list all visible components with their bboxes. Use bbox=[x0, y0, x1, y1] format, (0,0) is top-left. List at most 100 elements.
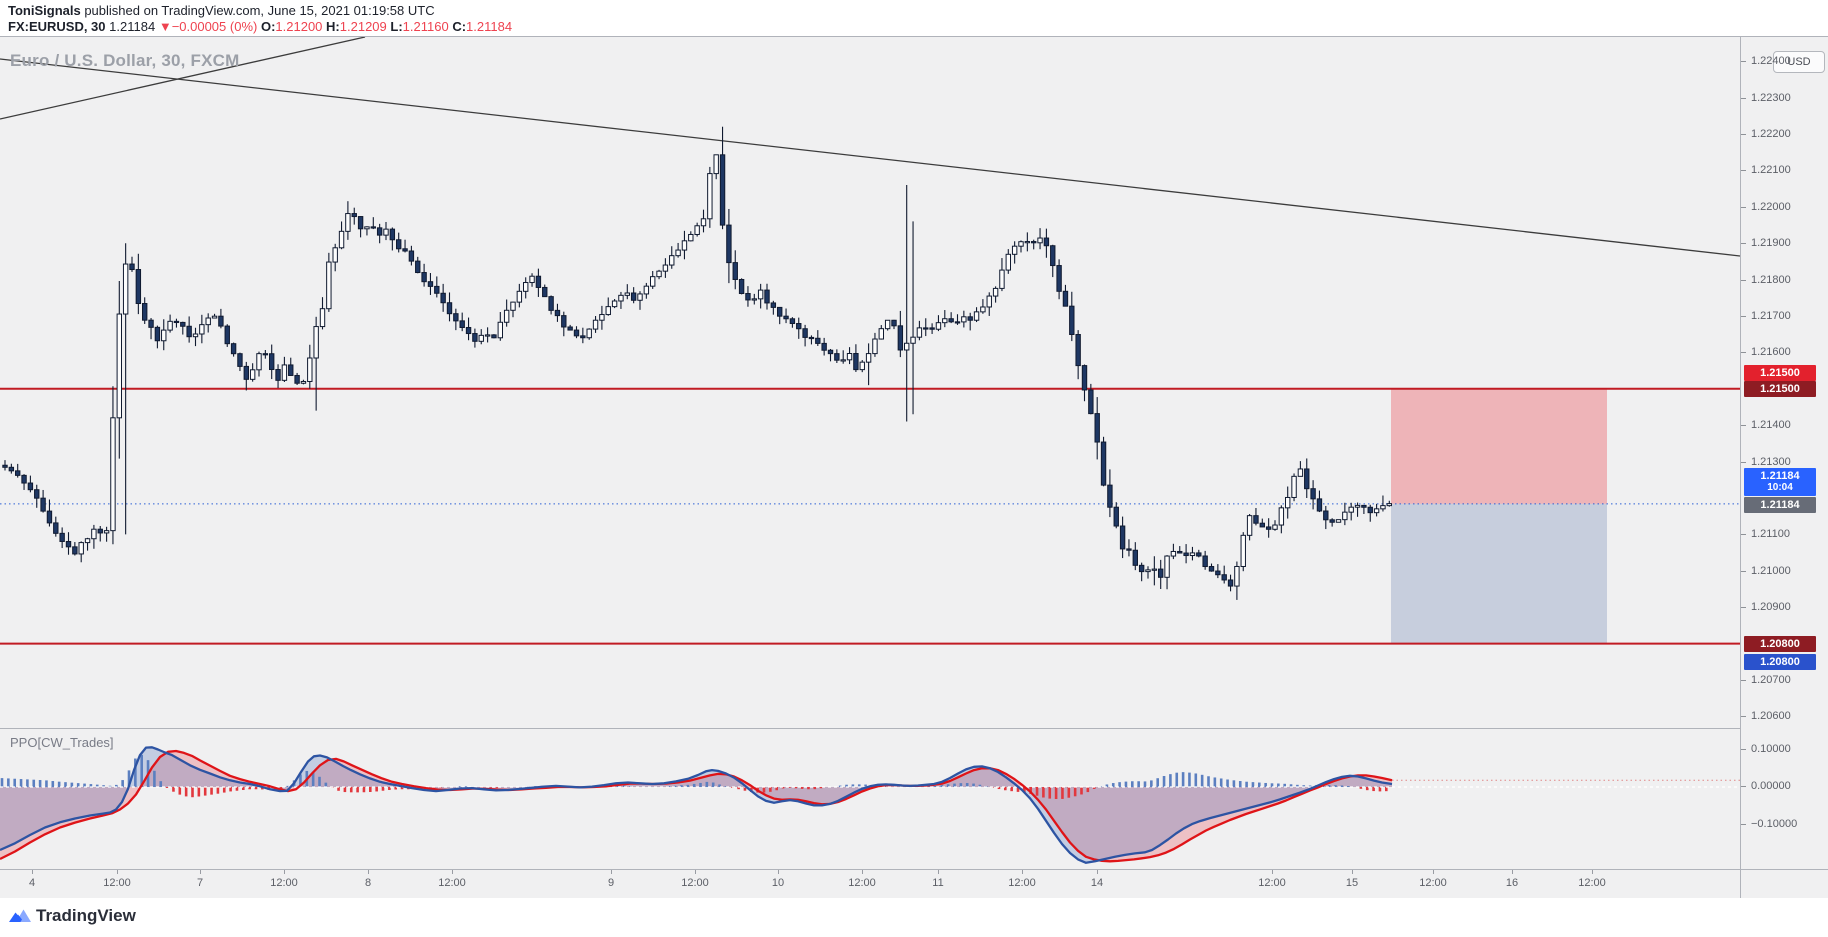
candle-up bbox=[84, 537, 91, 551]
histogram-bar-positive bbox=[108, 785, 112, 787]
candle-up bbox=[707, 166, 713, 228]
price-badge: 1.21500 bbox=[1744, 364, 1816, 381]
histogram-bar-negative bbox=[489, 787, 493, 788]
histogram-bar-negative bbox=[280, 787, 283, 789]
price-tick bbox=[1741, 134, 1746, 135]
histogram-bar-positive bbox=[1137, 781, 1140, 787]
histogram-bar-positive bbox=[464, 786, 467, 787]
time-tick bbox=[778, 870, 779, 874]
candle-down bbox=[65, 532, 72, 555]
candle-down bbox=[218, 308, 224, 329]
indicator-axis-label: −0.10000 bbox=[1751, 817, 1798, 830]
time-tick bbox=[1352, 870, 1353, 874]
price-tick bbox=[1741, 607, 1746, 609]
candle-down bbox=[929, 323, 935, 334]
candle-up bbox=[1278, 505, 1285, 534]
candle-down bbox=[542, 284, 548, 298]
candle-down bbox=[1196, 549, 1202, 558]
histogram-bar-positive bbox=[1143, 781, 1147, 787]
candle-down bbox=[827, 348, 834, 362]
candle-down bbox=[834, 349, 840, 364]
price-axis-label: 1.21900 bbox=[1751, 237, 1791, 250]
candle-down bbox=[376, 223, 383, 244]
candle-up bbox=[662, 258, 669, 278]
histogram-bar-negative bbox=[743, 787, 747, 791]
histogram-bar-positive bbox=[953, 783, 956, 787]
histogram-bar-negative bbox=[750, 787, 753, 792]
candle-down bbox=[548, 295, 554, 315]
histogram-bar-negative bbox=[432, 787, 436, 789]
histogram-bar-positive bbox=[1124, 781, 1128, 787]
histogram-bar-negative bbox=[235, 787, 239, 791]
histogram-bar-positive bbox=[83, 783, 86, 787]
price-axis-label: 1.22100 bbox=[1751, 164, 1791, 177]
histogram-bar-positive bbox=[76, 783, 80, 787]
histogram-bar-negative bbox=[356, 787, 359, 793]
time-axis-label: 12:00 bbox=[681, 877, 709, 889]
histogram-bar-positive bbox=[705, 781, 709, 787]
histogram-bar-negative bbox=[737, 787, 740, 790]
histogram-bar-positive bbox=[959, 783, 963, 787]
ppo-pane[interactable]: PPO[CW_Trades] bbox=[0, 728, 1740, 870]
time-axis[interactable]: 4 12:00 7 12:00 8 12:00 9 12:00 10 12:00 11 12:00 14… bbox=[0, 869, 1740, 901]
candle-down bbox=[732, 250, 738, 290]
histogram-bar-positive bbox=[1302, 785, 1306, 787]
histogram-bar-positive bbox=[1150, 780, 1153, 787]
candle-down bbox=[135, 253, 142, 315]
currency-button[interactable]: USD bbox=[1773, 51, 1825, 73]
change-value: −0.00005 (0%) bbox=[171, 19, 258, 34]
tradingview-logo-icon[interactable] bbox=[8, 906, 32, 926]
price-tick bbox=[1741, 97, 1746, 99]
candle-down bbox=[1119, 516, 1126, 559]
candle-up bbox=[656, 269, 662, 280]
candle-up bbox=[669, 246, 675, 269]
time-axis-label: 12:00 bbox=[438, 877, 466, 889]
candle-up bbox=[999, 258, 1005, 292]
candle-up bbox=[611, 299, 618, 309]
tradingview-wordmark[interactable]: TradingView bbox=[36, 906, 136, 925]
candle-down bbox=[262, 349, 269, 359]
time-axis-label: 12:00 bbox=[1419, 877, 1447, 889]
time-axis-label: 14 bbox=[1090, 877, 1104, 889]
histogram-bar-positive bbox=[699, 782, 702, 787]
candle-up bbox=[1354, 502, 1361, 517]
candle-up bbox=[211, 313, 218, 319]
candle-up bbox=[840, 350, 846, 364]
candle-down bbox=[1259, 518, 1265, 528]
histogram-bar-negative bbox=[781, 787, 785, 789]
candle-down bbox=[535, 268, 542, 297]
candle-down bbox=[1221, 565, 1227, 584]
candle-down bbox=[1367, 504, 1373, 522]
candle-down bbox=[561, 311, 567, 337]
candle-up bbox=[599, 305, 605, 330]
histogram-bar-positive bbox=[845, 784, 848, 787]
candle-up bbox=[281, 356, 288, 383]
price-badge: 1.21184 10:04 bbox=[1744, 467, 1816, 496]
histogram-bar-positive bbox=[680, 785, 683, 787]
candle-up bbox=[904, 184, 910, 422]
indicator-axis-label: 0.10000 bbox=[1751, 742, 1791, 755]
histogram-bar-positive bbox=[324, 782, 328, 787]
histogram-bar-negative bbox=[369, 787, 372, 792]
histogram-bar-negative bbox=[381, 787, 385, 791]
histogram-bar-positive bbox=[1200, 774, 1204, 787]
histogram-bar-negative bbox=[375, 787, 378, 792]
histogram-bar-positive bbox=[95, 784, 99, 787]
candle-up bbox=[1170, 543, 1177, 560]
candle-down bbox=[923, 318, 929, 337]
histogram-bar-positive bbox=[1334, 785, 1337, 787]
histogram-bar-positive bbox=[1105, 784, 1109, 787]
candle-up bbox=[586, 328, 592, 340]
histogram-bar-negative bbox=[242, 787, 245, 791]
price-pane[interactable]: Euro / U.S. Dollar, 30, FXCM bbox=[0, 37, 1740, 728]
candle-down bbox=[764, 283, 770, 310]
time-tick bbox=[32, 870, 33, 874]
histogram-bar-positive bbox=[857, 784, 861, 787]
price-axis[interactable]: USD 1.22400 1.22300 1.22200 1.22100 1.22000 1… bbox=[1740, 37, 1828, 869]
candle-up bbox=[1037, 228, 1043, 250]
time-tick bbox=[117, 870, 118, 874]
histogram-bar-negative bbox=[1029, 787, 1032, 794]
candle-down bbox=[808, 335, 815, 345]
ppo-signal-fill bbox=[0, 751, 1392, 862]
candle-down bbox=[8, 463, 15, 474]
